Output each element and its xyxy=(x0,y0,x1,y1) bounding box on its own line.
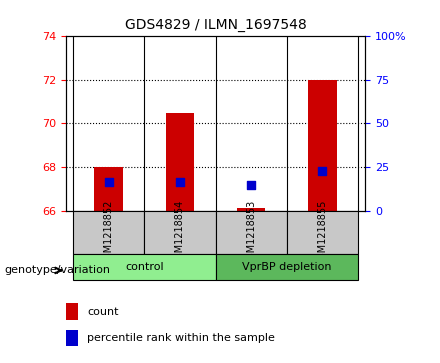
FancyBboxPatch shape xyxy=(144,211,216,254)
Bar xyxy=(66,330,78,346)
Bar xyxy=(166,113,194,211)
Text: GSM1218855: GSM1218855 xyxy=(317,200,327,265)
FancyBboxPatch shape xyxy=(216,211,287,254)
Text: control: control xyxy=(125,262,164,272)
Text: genotype/variation: genotype/variation xyxy=(4,265,110,276)
Text: GSM1218853: GSM1218853 xyxy=(246,200,256,265)
Point xyxy=(319,168,326,174)
FancyBboxPatch shape xyxy=(216,254,358,280)
Bar xyxy=(95,167,123,211)
Text: GSM1218852: GSM1218852 xyxy=(104,200,114,265)
Text: percentile rank within the sample: percentile rank within the sample xyxy=(87,333,275,343)
FancyBboxPatch shape xyxy=(287,211,358,254)
Text: GSM1218854: GSM1218854 xyxy=(175,200,185,265)
Bar xyxy=(66,303,78,320)
Title: GDS4829 / ILMN_1697548: GDS4829 / ILMN_1697548 xyxy=(125,19,307,33)
Point xyxy=(176,179,183,185)
Point xyxy=(248,183,255,188)
FancyBboxPatch shape xyxy=(73,254,216,280)
Point xyxy=(105,179,112,185)
FancyBboxPatch shape xyxy=(73,211,144,254)
Bar xyxy=(308,80,337,211)
Text: count: count xyxy=(87,307,118,317)
Bar xyxy=(237,208,265,211)
Text: VprBP depletion: VprBP depletion xyxy=(242,262,332,272)
